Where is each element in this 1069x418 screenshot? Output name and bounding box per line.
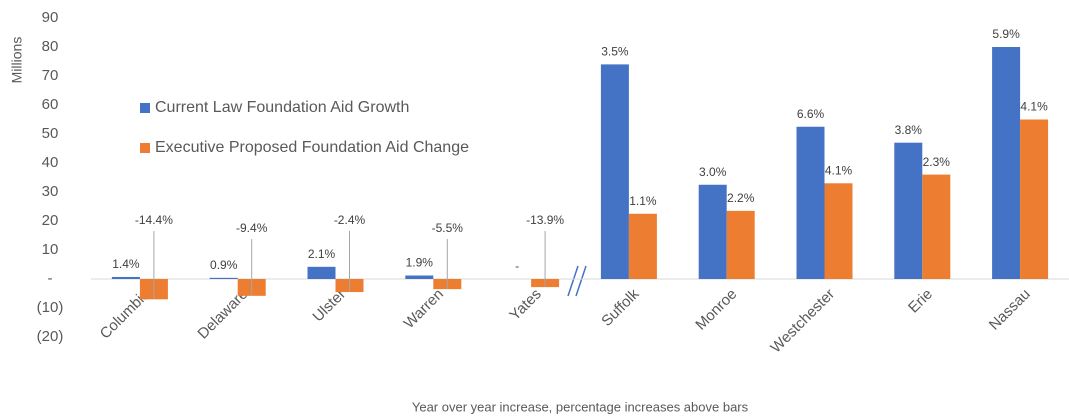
bar: [992, 47, 1021, 279]
data-label: 3.5%: [601, 45, 629, 59]
x-axis-title: Year over year increase, percentage incr…: [412, 399, 749, 414]
y-tick-label: 50: [42, 125, 59, 142]
x-tick-label: Yates: [506, 286, 544, 324]
y-tick-label: -: [48, 270, 53, 287]
bar: [894, 142, 923, 279]
axis-break: [567, 265, 587, 297]
data-label: 1.1%: [629, 194, 657, 208]
data-label: 0.9%: [210, 258, 238, 272]
bar: [628, 213, 657, 279]
x-tick-label: Westchester: [767, 286, 838, 357]
y-tick-label: 80: [42, 38, 59, 55]
y-tick-label: 60: [42, 96, 59, 113]
bar: [796, 126, 825, 279]
y-tick-label: 90: [42, 9, 59, 26]
legend-swatch: [140, 103, 150, 113]
bar: [600, 64, 629, 280]
bar: [405, 275, 434, 279]
x-tick-label: Suffolk: [598, 285, 643, 330]
bar: [698, 184, 727, 279]
data-label: 2.2%: [727, 191, 755, 205]
bar: [726, 210, 755, 279]
y-axis-title: Millions: [9, 37, 25, 84]
y-tick-label: 20: [42, 212, 59, 229]
data-label: 5.9%: [992, 27, 1020, 41]
x-tick-label: Nassau: [986, 286, 1034, 334]
data-label: -: [515, 259, 519, 273]
y-tick-label: 30: [42, 183, 59, 200]
data-label: 1.4%: [112, 257, 140, 271]
data-label: 6.6%: [797, 107, 825, 121]
data-label: 3.0%: [699, 165, 727, 179]
data-label: 2.1%: [308, 247, 336, 261]
data-label: -2.4%: [334, 213, 366, 227]
data-label: 3.8%: [895, 123, 923, 137]
bar: [1020, 119, 1049, 279]
y-tick-label: (10): [37, 299, 64, 316]
y-tick-label: 10: [42, 241, 59, 258]
bar: [922, 174, 951, 279]
data-label: 4.1%: [825, 163, 853, 177]
bar: [209, 277, 238, 279]
data-label: -14.4%: [135, 213, 173, 227]
data-label: 1.9%: [406, 256, 434, 270]
y-tick-label: (20): [37, 328, 64, 345]
bar: [307, 266, 336, 279]
bar: [111, 276, 140, 279]
data-label: 4.1%: [1020, 100, 1048, 114]
y-tick-label: 40: [42, 154, 59, 171]
legend-swatch: [140, 143, 150, 153]
legend-label: Executive Proposed Foundation Aid Change: [155, 139, 469, 156]
data-label: 2.3%: [923, 155, 951, 169]
x-tick-label: Erie: [905, 286, 936, 317]
x-tick-label: Monroe: [692, 286, 740, 334]
bar: [824, 183, 853, 279]
x-tick-label: Warren: [401, 286, 447, 332]
data-label: -9.4%: [236, 221, 268, 235]
data-label: -5.5%: [432, 221, 464, 235]
data-label: -13.9%: [526, 213, 564, 227]
y-tick-label: 70: [42, 67, 59, 84]
legend-label: Current Law Foundation Aid Growth: [155, 99, 409, 116]
